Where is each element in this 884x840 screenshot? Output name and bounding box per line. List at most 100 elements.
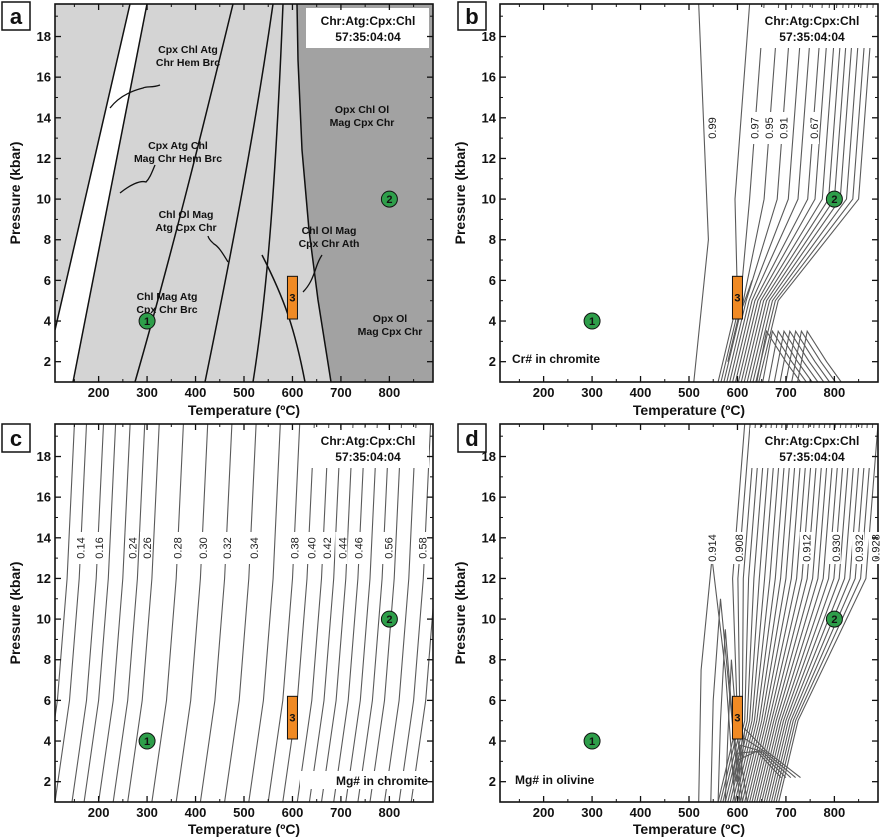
x-tick-label: 600 bbox=[727, 805, 749, 820]
svg-text:0.44: 0.44 bbox=[337, 537, 349, 558]
field-label-4a: Chl Mag Atg bbox=[137, 291, 198, 303]
y-tick-label: 16 bbox=[37, 490, 51, 505]
ratio-label-box bbox=[750, 8, 874, 48]
field-boundary-2 bbox=[72, 4, 148, 382]
note-box bbox=[510, 770, 614, 788]
field-boundary-6 bbox=[296, 4, 332, 382]
ratio-label-box bbox=[306, 428, 429, 468]
y-tick-label: 12 bbox=[482, 151, 496, 166]
note-box bbox=[504, 349, 622, 367]
svg-text:0.32: 0.32 bbox=[222, 537, 234, 558]
svg-text:0.26: 0.26 bbox=[142, 537, 154, 558]
contour-line bbox=[717, 629, 743, 802]
panel-b-markers: 1 2 3 bbox=[583, 190, 843, 330]
sample-point-marker bbox=[138, 732, 156, 750]
y-tick-label: 16 bbox=[482, 70, 496, 85]
contour-line bbox=[723, 4, 780, 382]
contour-line bbox=[740, 4, 838, 382]
contour-line bbox=[770, 424, 863, 802]
ratio-label-line2: 57:35:04:04 bbox=[335, 450, 401, 464]
field-boundary-1 bbox=[55, 4, 131, 331]
contour-line bbox=[248, 424, 281, 802]
sample-marker-label: 2 bbox=[831, 614, 837, 626]
panel-letter-box bbox=[457, 423, 487, 453]
x-tick-label: 300 bbox=[136, 385, 158, 400]
contour-line bbox=[768, 424, 858, 802]
field-label-6a: Chl Ol Mag bbox=[302, 225, 357, 237]
contour-line bbox=[773, 329, 819, 382]
contour-label: 0.42 bbox=[319, 532, 334, 564]
contour-line bbox=[267, 424, 301, 802]
plot-frame bbox=[54, 423, 434, 803]
contour-line bbox=[743, 4, 844, 382]
y-tick-label: 12 bbox=[482, 571, 496, 586]
y-tick-label: 10 bbox=[37, 192, 51, 207]
y-axis-title: Pressure (kbar) bbox=[452, 562, 468, 665]
y-tick-label: 8 bbox=[489, 232, 496, 247]
svg-text:0.99: 0.99 bbox=[707, 117, 719, 138]
contour-line bbox=[369, 424, 403, 802]
x-axis-title: Temperature (ºC) bbox=[188, 402, 300, 418]
contour-line bbox=[746, 4, 850, 382]
x-tick-label: 400 bbox=[185, 385, 207, 400]
x-tick-label: 600 bbox=[727, 385, 749, 400]
contour-line bbox=[734, 750, 787, 782]
panel-letter: d bbox=[465, 426, 478, 451]
contour-line bbox=[98, 424, 131, 802]
contour-line bbox=[732, 4, 814, 382]
x-tick-label: 700 bbox=[775, 805, 797, 820]
ratio-label-box bbox=[750, 428, 874, 468]
contour-label: 0.930 bbox=[828, 532, 843, 564]
contour-label: 0.97 bbox=[747, 112, 761, 144]
contour-line bbox=[727, 280, 753, 362]
y-tick-label: 10 bbox=[37, 612, 51, 627]
contour-line bbox=[753, 424, 826, 802]
panel-letter-box bbox=[1, 1, 31, 31]
svg-text:0.28: 0.28 bbox=[173, 537, 185, 558]
sample-marker-label: 3 bbox=[289, 293, 295, 305]
x-tick-label: 700 bbox=[775, 385, 797, 400]
field-label-7a: Opx Ol bbox=[373, 313, 408, 325]
y-tick-label: 10 bbox=[482, 192, 496, 207]
x-tick-label: 400 bbox=[185, 805, 207, 820]
panel-d-contour-labels: 0.914 0.908 0.912 0.930 0.932 0.928 bbox=[705, 532, 883, 564]
contour-line bbox=[383, 424, 417, 802]
sample-marker-label: 2 bbox=[386, 194, 392, 206]
panel-b: Chr:Atg:Cpx:Chl 57:35:04:04 Cr# in chrom… bbox=[452, 1, 879, 418]
field-high-temperature bbox=[297, 4, 433, 382]
panel-d: Chr:Atg:Cpx:Chl 57:35:04:04 Mg# in olivi… bbox=[452, 423, 883, 837]
contour-line bbox=[779, 329, 825, 382]
svg-text:0.91: 0.91 bbox=[779, 117, 791, 138]
x-axis-title: Temperature (ºC) bbox=[188, 821, 300, 837]
svg-text:0.30: 0.30 bbox=[198, 537, 210, 558]
sample-marker-label: 2 bbox=[386, 614, 392, 626]
contour-line bbox=[739, 424, 794, 802]
contour-label: 0.46 bbox=[351, 532, 365, 564]
contour-line bbox=[767, 329, 813, 382]
ratio-label-line1: Chr:Atg:Cpx:Chl bbox=[765, 14, 860, 28]
contour-line bbox=[739, 727, 801, 782]
x-tick-label: 300 bbox=[136, 805, 158, 820]
y-tick-label: 16 bbox=[482, 490, 496, 505]
contour-line bbox=[720, 4, 765, 382]
contour-line bbox=[175, 424, 209, 802]
panel-letter: c bbox=[10, 426, 22, 451]
property-note: Mg# in olivine bbox=[515, 773, 595, 787]
field-boundary-4 bbox=[204, 4, 274, 382]
contour-line bbox=[755, 4, 868, 382]
y-axis-title: Pressure (kbar) bbox=[7, 142, 23, 245]
contour-line bbox=[151, 424, 184, 802]
contour-line bbox=[308, 424, 342, 802]
contour-line bbox=[778, 424, 878, 802]
x-tick-label: 400 bbox=[630, 385, 652, 400]
x-axis-title: Temperature (ºC) bbox=[633, 821, 745, 837]
y-tick-label: 2 bbox=[489, 354, 496, 369]
svg-text:0.14: 0.14 bbox=[76, 537, 88, 558]
field-label-3a: Chl Ol Mag bbox=[159, 209, 214, 221]
ratio-label-line1: Chr:Atg:Cpx:Chl bbox=[321, 14, 416, 28]
contour-label: 0.16 bbox=[92, 532, 106, 564]
svg-text:0.46: 0.46 bbox=[353, 537, 365, 558]
contour-label: 0.30 bbox=[195, 532, 210, 564]
contour-line bbox=[734, 424, 783, 802]
